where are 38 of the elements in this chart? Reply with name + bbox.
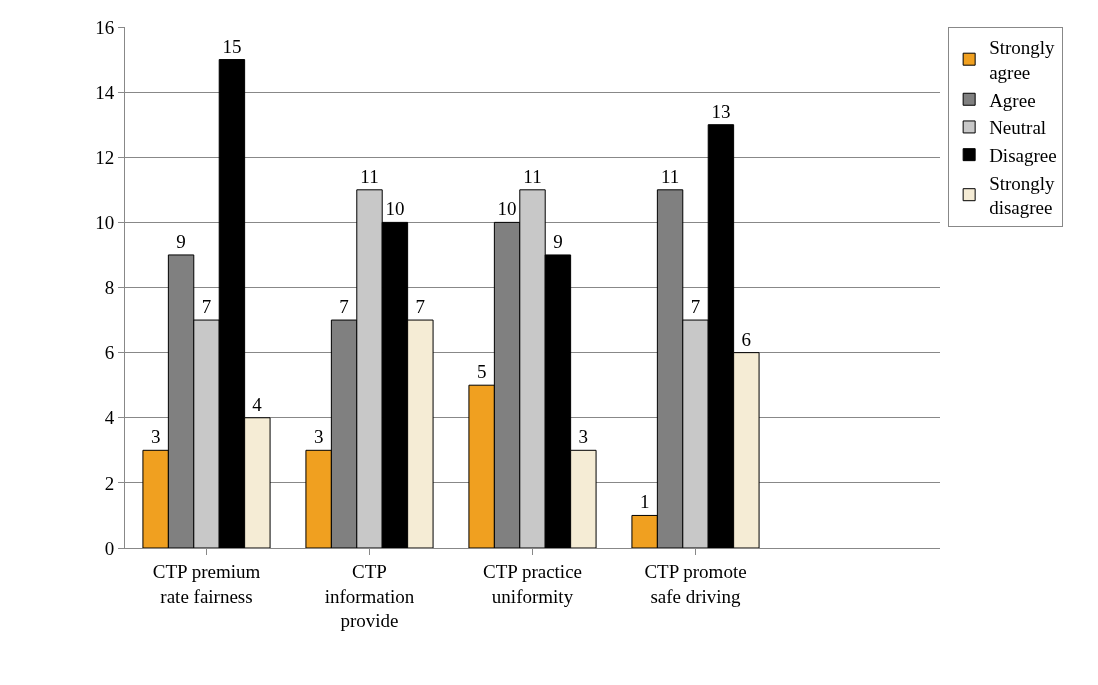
- data-label: 6: [741, 328, 752, 350]
- data-label: 1: [639, 491, 650, 513]
- data-label: 4: [252, 393, 263, 415]
- x-tick-label: CTP practice uniformity: [482, 560, 583, 607]
- data-label: 3: [578, 426, 589, 448]
- data-label: 7: [339, 296, 349, 318]
- legend-label: Agree: [989, 89, 1036, 111]
- data-label: 10: [497, 198, 517, 220]
- y-tick-label: 10: [95, 212, 115, 234]
- y-tick-label: 12: [95, 146, 115, 168]
- y-tick-label: 0: [104, 537, 115, 559]
- data-label: 7: [415, 296, 426, 318]
- x-tick-label: CTP premium rate fairness: [152, 560, 261, 607]
- data-label: 10: [385, 198, 405, 220]
- y-tick-label: 14: [95, 81, 115, 103]
- data-label: 9: [553, 230, 563, 252]
- legend-label: Strongly agree: [989, 37, 1056, 83]
- y-tick-label: 2: [104, 472, 115, 494]
- x-tick-label: CTP promote safe driving: [644, 560, 747, 607]
- legend-label: Disagree: [989, 145, 1057, 167]
- data-label: 15: [222, 35, 242, 57]
- y-tick-label: 4: [104, 407, 115, 429]
- x-tick-label: CTP information provide: [324, 560, 415, 632]
- data-label: 9: [176, 230, 186, 252]
- data-label: 11: [523, 165, 542, 187]
- data-label: 7: [690, 296, 701, 318]
- data-label: 7: [201, 296, 212, 318]
- legend-label: Strongly disagree: [989, 172, 1056, 219]
- data-label: 5: [476, 361, 487, 383]
- y-tick-label: 8: [104, 277, 115, 299]
- data-label: 3: [150, 426, 161, 448]
- legend-label: Neutral: [989, 117, 1047, 139]
- data-label: 11: [360, 165, 379, 187]
- data-label: 11: [660, 165, 680, 187]
- y-tick-label: 6: [104, 342, 115, 364]
- y-tick-label: 16: [95, 16, 115, 38]
- data-label: 3: [313, 426, 324, 448]
- data-label: 13: [711, 100, 731, 122]
